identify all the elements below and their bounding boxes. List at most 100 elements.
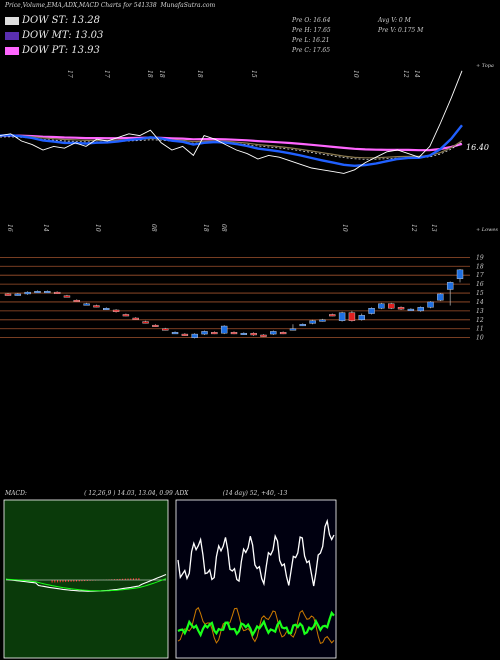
candle-body <box>368 308 375 314</box>
candle-body <box>44 291 51 294</box>
macd-line <box>5 573 167 592</box>
ema-slow-line <box>0 134 463 152</box>
chart-title: Price,Volume,EMA,ADX,MACD Charts for 541… <box>5 2 216 9</box>
candle-body <box>329 314 336 317</box>
adx-panel-frame <box>175 499 337 659</box>
top-date-label: 17 <box>66 70 73 78</box>
candle-body <box>279 332 287 335</box>
legend-swatch-pt <box>5 46 19 55</box>
bottom-date-label: 14 <box>42 224 49 232</box>
top-date-label: 18 <box>196 70 203 78</box>
legend-swatch-st <box>5 16 19 25</box>
candle-body <box>191 333 198 338</box>
top-date-label: 12 <box>402 70 409 78</box>
candle-body <box>230 332 238 335</box>
top-right-label: + Topa <box>476 63 494 69</box>
price-tick-label: 18 <box>476 263 484 270</box>
bottom-date-label: 10 <box>94 224 101 232</box>
candle-body <box>407 308 415 311</box>
candle-body <box>112 309 120 312</box>
candle-body <box>93 305 100 308</box>
info-avg-volume: Avg V: 0 M <box>378 17 411 24</box>
candle-body <box>417 307 424 312</box>
candle-body <box>14 293 22 296</box>
bottom-date-label: 08 <box>220 224 227 232</box>
candle-body <box>240 332 248 335</box>
bottom-date-label: 12 <box>410 224 417 232</box>
price-tick-label: 17 <box>476 272 484 279</box>
price-ema-chart: 17 17 18 18 18 15 10 12 14 16.40 16 14 10 08 18 08 10 12 1… <box>0 70 489 342</box>
candle-body <box>446 282 454 290</box>
macd-signal-line <box>5 578 167 592</box>
legend-dow-pt: DOW PT: 13.93 <box>5 45 100 56</box>
candle-body <box>260 334 267 337</box>
info-low: Pre L: 16.21 <box>292 37 330 44</box>
candle-body <box>103 308 110 311</box>
candle-body <box>358 315 365 321</box>
candle-body <box>162 328 169 331</box>
price-tick-label: 14 <box>476 299 484 306</box>
candle-body <box>388 303 395 309</box>
candle-body <box>73 299 80 302</box>
candle-body <box>171 332 179 335</box>
ema-mid-dotted-line <box>0 136 463 160</box>
bottom-date-label: 10 <box>341 224 348 232</box>
ema-last-value-label: 16.40 <box>466 143 489 152</box>
candle-body <box>348 312 356 321</box>
candle-body <box>122 314 130 317</box>
candle-body <box>63 295 71 298</box>
candle-body <box>4 293 12 296</box>
price-tick-label: 16 <box>476 281 484 288</box>
candle-body <box>397 307 405 310</box>
legend-swatch-mt <box>5 31 19 40</box>
info-close: Pre C: 17.65 <box>292 47 331 54</box>
bottom-date-label: 13 <box>430 224 437 232</box>
candle-body <box>319 319 326 322</box>
bottom-right-label: + Lowes <box>476 227 498 233</box>
candle-body <box>270 331 277 335</box>
price-tick-label: 11 <box>476 326 484 333</box>
top-date-label: 14 <box>413 70 420 78</box>
legend-dow-mt: DOW MT: 13.03 <box>5 30 103 41</box>
candle-body <box>211 332 218 335</box>
candle-body <box>132 317 139 320</box>
adx-title: ADX (14 day) 52, +40, -13 <box>175 490 288 497</box>
price-tick-label: 12 <box>476 317 484 324</box>
info-open: Pre O: 16.64 <box>292 17 331 24</box>
top-date-label: 15 <box>250 70 257 78</box>
candle-body <box>250 332 257 336</box>
bottom-date-label: 18 <box>202 224 209 232</box>
top-date-label: 10 <box>352 70 359 78</box>
price-tick-label: 19 <box>476 254 484 261</box>
adx-line <box>177 518 335 587</box>
price-tick-label: 15 <box>476 290 484 297</box>
candle-body <box>142 321 149 324</box>
plus-di-line <box>177 610 335 638</box>
candle-body <box>338 312 346 321</box>
minus-di-line <box>177 606 335 645</box>
candle-body <box>152 324 159 327</box>
candle-body <box>289 328 297 331</box>
candle-body <box>181 333 189 336</box>
candle-body <box>34 291 41 294</box>
candle-body <box>83 303 90 306</box>
candle-body <box>309 320 316 324</box>
candle-body <box>437 293 444 301</box>
candle-body <box>220 325 228 334</box>
info-high: Pre H: 17.65 <box>292 27 331 34</box>
price-line <box>0 70 463 174</box>
candle-body <box>456 269 464 279</box>
bottom-date-label: 16 <box>6 224 13 232</box>
ema-mid-line <box>0 134 463 159</box>
candle-body <box>378 303 385 309</box>
candle-body <box>299 324 306 327</box>
top-date-label: 18 <box>146 70 153 78</box>
candle-body <box>24 291 31 295</box>
candle-body <box>201 331 208 335</box>
bottom-date-label: 08 <box>150 224 157 232</box>
top-date-label: 17 <box>103 70 110 78</box>
price-tick-label: 13 <box>476 308 484 315</box>
macd-panel-frame <box>3 499 169 659</box>
info-prev-volume: Pre V: 0.175 M <box>378 27 424 34</box>
macd-title: MACD: ( 12,26,9 ) 14.03, 13.04, 0.99 <box>5 490 173 497</box>
